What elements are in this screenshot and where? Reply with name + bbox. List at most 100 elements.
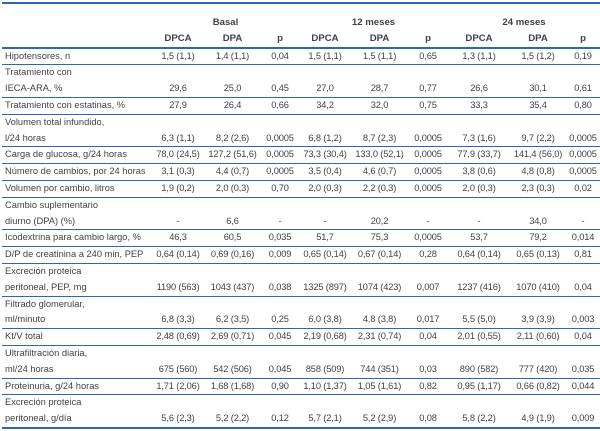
table-cell: 0,82 [419, 380, 437, 391]
table-cell: 0,66 [271, 99, 289, 110]
table-cell: 0,04 [271, 50, 289, 61]
table-cell: 26,4 [223, 99, 242, 110]
table-cell: 858 (509) [305, 363, 345, 374]
row-label-line: Tratamiento con estatinas, % [5, 99, 126, 110]
table-cell: 77,9 (33,7) [457, 149, 501, 160]
table-cell: 2,31 (0,74) [357, 331, 402, 342]
row-label: Tratamiento con estatinas, % [2, 97, 152, 114]
table-cell: 0,65 (0,13) [516, 249, 560, 260]
table-cell: 0,0005 [414, 132, 442, 143]
row-label-line: Hipotensores, n [5, 50, 71, 61]
table-cell: 4,8 (0,8) [521, 166, 555, 177]
table-cell: 9,7 (2,2) [521, 132, 555, 143]
table-cell: 34,0 [529, 215, 547, 226]
table-cell: 0,61 [574, 83, 592, 94]
table-cell: 75,3 [370, 232, 389, 243]
table-row: Excreción proteica peritoneal, g/día 5,6 (… [2, 395, 600, 428]
row-label-line: Kt/V total [5, 331, 43, 342]
table-cell: - [477, 215, 481, 226]
table-cell: 1,68 (1,68) [210, 380, 255, 391]
table-row: Ultrafiltración diaria, ml/24 horas 675 (5… [2, 345, 600, 379]
table-cell: 0,045 [268, 331, 292, 342]
table-cell: 0,69 (0,16) [210, 249, 255, 260]
table-cell: 7,3 (1,6) [462, 132, 496, 143]
row-label: Carga de glucosa, g/24 horas [2, 147, 152, 164]
table-cell: 0,19 [574, 50, 592, 61]
table-cell: 0,64 (0,14) [156, 249, 200, 260]
table-cell: 0,95 (1,17) [457, 380, 501, 391]
row-label-line: Proteinuria, g/24 horas [5, 380, 100, 391]
table-cell: 1,71 (2,06) [156, 380, 200, 391]
table-cell: 3,5 (0,4) [308, 166, 342, 177]
table-cell: 0,0005 [266, 149, 294, 160]
table-cell: 46,3 [169, 232, 187, 243]
table-cell: 79,2 [529, 232, 547, 243]
table-cell: 1043 (437) [210, 281, 255, 292]
row-label: Cambio suplementario diurno (DPA) (%) [2, 197, 152, 230]
column-header: p [277, 32, 283, 44]
table-cell: 6,8 (1,2) [308, 132, 342, 143]
table-cell: 0,0005 [266, 166, 294, 177]
table-cell: 1074 (423) [357, 281, 402, 292]
table-cell: 4,6 (0,7) [362, 166, 397, 177]
table-cell: 28,7 [370, 83, 389, 94]
column-header: DPCA [311, 32, 339, 44]
table-cell: 777 (420) [518, 363, 558, 374]
column-group-header: Basal [212, 17, 239, 28]
table-cell: 3,1 (0,3) [161, 166, 195, 177]
table-cell: 1,4 (1,1) [215, 50, 250, 61]
table-cell: 1,5 (1,1) [362, 50, 397, 61]
table-cell: 0,45 [271, 83, 289, 94]
header-subcolumn-row: DPCA DPA p DPCA DPA p DPCA DPA p [2, 31, 600, 48]
table-row: Tratamiento con IECA-ARA, % 29,6 25,0 0,45 27… [2, 65, 600, 98]
table-cell: 8,2 (2,6) [215, 132, 250, 143]
table-cell: 0,044 [571, 380, 595, 391]
table-cell: 1325 (897) [303, 281, 347, 292]
table-cell: 1237 (416) [457, 281, 501, 292]
table-row: Volumen total infundido, l/24 horas 6,3 (1… [2, 114, 600, 147]
table-cell: 60,5 [223, 232, 242, 243]
table-cell: 0,04 [574, 281, 592, 292]
row-label-line: D/P de creatinina a 240 min, PEP [5, 249, 144, 260]
column-header: p [425, 32, 431, 44]
table-cell: 4,4 (0,7) [215, 166, 250, 177]
row-label: Filtrado glomerular, ml/minuto [2, 296, 152, 329]
table-cell: 1,5 (1,1) [308, 50, 342, 61]
table-cell: 5,2 (2,9) [362, 413, 397, 424]
row-label-line: Excreción proteica [5, 397, 82, 408]
table-row: Hipotensores, n 1,5 (1,1) 1,4 (1,1) 0,04 1,5… [2, 48, 600, 65]
table-cell: - [323, 215, 327, 226]
column-header: DPA [369, 32, 390, 44]
table-cell: 2,48 (0,69) [156, 331, 200, 342]
table-cell: 73,3 (30,4) [303, 149, 347, 160]
table-cell: 0,035 [268, 232, 292, 243]
table-cell: 2,01 (0,55) [457, 331, 501, 342]
table-cell: 20,2 [370, 215, 389, 226]
table-cell: 5,5 (5,0) [462, 314, 496, 325]
row-label: Volumen total infundido, l/24 horas [2, 114, 152, 147]
table-cell: 4,9 (1,9) [521, 413, 555, 424]
table-cell: 141,4 (56,0) [513, 149, 563, 160]
table-cell: 0,0005 [569, 149, 597, 160]
row-label-line: ml/24 horas [5, 363, 54, 374]
table-cell: 2,69 (0,71) [210, 331, 255, 342]
table-cell: 542 (506) [213, 363, 252, 374]
table-cell: 890 (582) [459, 363, 499, 374]
row-label-line: Tratamiento con [5, 67, 72, 78]
table-row: Icodextrina para cambio largo, % 46,3 60,5… [2, 230, 600, 247]
table-cell: 0,035 [571, 363, 595, 374]
table-cell: 51,7 [316, 232, 334, 243]
table-cell: 0,65 (0,14) [303, 249, 347, 260]
row-label-line: Filtrado glomerular, [5, 298, 85, 309]
row-label-line: Excreción proteica [5, 265, 82, 276]
row-label: Volumen por cambio, litros [2, 180, 152, 197]
table-cell: 6,2 (3,5) [215, 314, 250, 325]
table-cell: - [426, 215, 430, 226]
table-cell: 34,2 [316, 99, 334, 110]
table-cell: 1,9 (0,2) [161, 182, 195, 193]
table-cell: 78,0 (24,5) [156, 149, 200, 160]
table-cell: - [176, 215, 180, 226]
table-row: Filtrado glomerular, ml/minuto 6,8 (3,3) 6,… [2, 296, 600, 329]
table-cell: 1,05 (1,61) [357, 380, 402, 391]
